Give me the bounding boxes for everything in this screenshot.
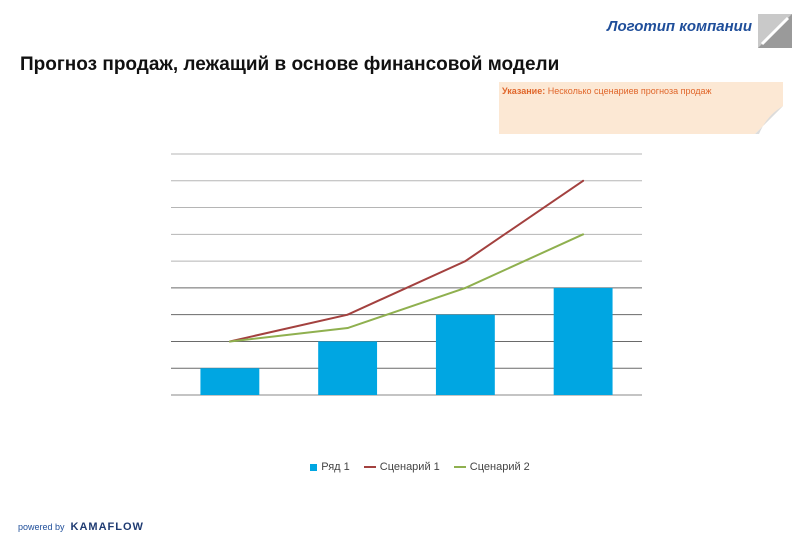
footer: powered by KAMAFLOW <box>18 521 144 533</box>
legend-swatch-series3 <box>453 466 466 468</box>
legend-label-series3: Сценарий 2 <box>469 461 530 473</box>
legend-label-series1: Ряд 1 <box>321 461 350 473</box>
series-point-1 <box>346 313 349 316</box>
series-point-2 <box>582 233 585 236</box>
legend-item-series3: Сценарий 2 <box>453 461 530 473</box>
page-title: Прогноз продаж, лежащий в основе финансо… <box>20 54 560 75</box>
powered-by-text: powered by <box>18 522 65 532</box>
brand-logo: KAMAFLOW <box>70 521 144 533</box>
series-line-2 <box>229 233 584 343</box>
company-logo-icon <box>758 14 792 48</box>
legend-item-series2: Сценарий 1 <box>363 461 440 473</box>
legend-swatch-series2 <box>363 466 376 468</box>
series-point-1 <box>464 260 467 263</box>
bar <box>318 341 378 395</box>
series-point-2 <box>464 286 467 289</box>
bar <box>200 368 260 395</box>
series-point-1 <box>582 179 585 182</box>
legend-item-series1: Ряд 1 <box>310 461 350 473</box>
series-line-1 <box>229 179 584 343</box>
legend-label-series2: Сценарий 1 <box>379 461 440 473</box>
series-point-2 <box>228 340 231 343</box>
note-body: Несколько сценариев прогноза продаж <box>545 86 712 96</box>
legend-swatch-series1 <box>310 463 318 471</box>
bar <box>553 287 613 395</box>
series-point-2 <box>346 327 349 330</box>
page-curl-icon <box>755 106 783 134</box>
note-box: Указание: Несколько сценариев прогноза п… <box>499 82 783 134</box>
company-logo-text: Логотип компании <box>607 18 752 35</box>
chart-legend: Ряд 1 Сценарий 1 Сценарий 2 <box>0 461 800 473</box>
note-label: Указание: <box>502 86 546 96</box>
note-text: Указание: Несколько сценариев прогноза п… <box>502 86 712 96</box>
bar <box>435 314 495 395</box>
